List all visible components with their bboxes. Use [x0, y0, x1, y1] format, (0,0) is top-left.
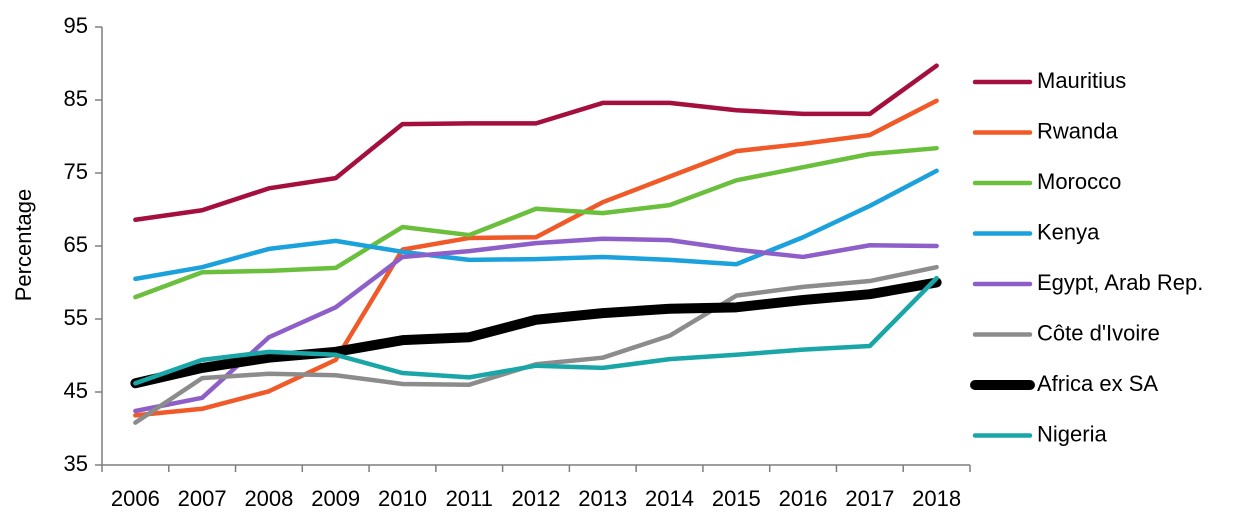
series-line [133, 168, 939, 282]
x-tick-label: 2009 [311, 486, 360, 511]
y-tick-label: 85 [64, 86, 88, 111]
legend-label: Kenya [1037, 219, 1100, 244]
series-line [133, 98, 939, 418]
x-tick-label: 2014 [645, 486, 694, 511]
x-tick-label: 2007 [178, 486, 227, 511]
series-line [133, 275, 939, 386]
y-tick-label: 45 [64, 378, 88, 403]
x-tick-label: 2017 [845, 486, 894, 511]
series-line [133, 63, 939, 222]
x-tick-label: 2012 [512, 486, 561, 511]
x-tick-label: 2010 [378, 486, 427, 511]
legend-label: Rwanda [1037, 118, 1118, 143]
series-line [133, 264, 939, 425]
y-tick-label: 65 [64, 232, 88, 257]
x-tick-label: 2018 [912, 486, 961, 511]
legend-label: Morocco [1037, 169, 1121, 194]
x-tick-label: 2015 [712, 486, 761, 511]
x-tick-label: 2011 [446, 486, 493, 511]
series-line [133, 145, 939, 300]
series-line [133, 236, 939, 414]
legend-label: Côte d'Ivoire [1037, 320, 1160, 345]
y-axis-label: Percentage [11, 189, 36, 302]
legend-label: Mauritius [1037, 68, 1126, 93]
legend-label: Nigeria [1037, 421, 1107, 446]
x-tick-label: 2006 [111, 486, 160, 511]
y-tick-label: 35 [64, 451, 88, 476]
y-tick-label: 75 [64, 159, 88, 184]
x-tick-label: 2013 [578, 486, 627, 511]
y-tick-label: 95 [64, 13, 88, 38]
legend-label: Egypt, Arab Rep. [1037, 270, 1203, 295]
x-tick-label: 2008 [244, 486, 293, 511]
y-tick-label: 55 [64, 305, 88, 330]
series-line [130, 277, 942, 389]
legend-label: Africa ex SA [1037, 371, 1158, 396]
x-tick-label: 2016 [779, 486, 828, 511]
